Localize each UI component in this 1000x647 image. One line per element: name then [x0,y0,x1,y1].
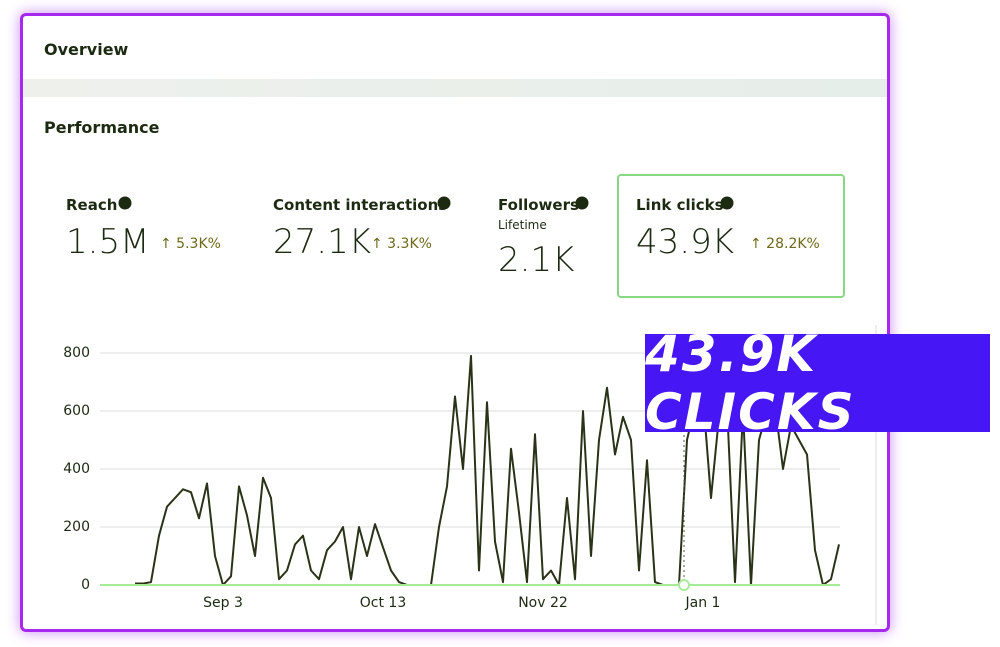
metric-card[interactable]: Reach 1.5M ↑ 5.3K% [53,176,253,296]
x-tick-label: Sep 3 [203,595,243,611]
metric-value: 43.9K [636,222,734,262]
metric-label: Content interactions [273,196,448,214]
x-tick-label: Nov 22 [518,595,568,611]
y-tick-label: 800 [63,345,90,361]
x-tick-label: Jan 1 [685,595,721,611]
y-tick-label: 400 [63,461,90,477]
metric-label: Link clicks [636,196,724,214]
divider [23,79,887,97]
metric-card[interactable]: Followers Lifetime 2.1K [485,176,605,296]
metric-label: Followers [498,196,579,214]
insights-panel: Overview Performance Reach 1.5M ↑ 5.3K% … [20,13,890,632]
y-tick-label: 200 [63,519,90,535]
metric-change: ↑ 3.3K% [371,236,432,252]
annotation-banner: 43.9K CLICKS [645,325,990,441]
metric-label: Reach [66,196,118,214]
info-icons [118,196,734,210]
metric-card-selected[interactable]: Link clicks 43.9K ↑ 28.2K% [617,174,845,298]
section-title: Performance [44,118,160,137]
hover-point [678,579,690,591]
metric-value: 1.5M [66,222,150,262]
metric-change: ↑ 5.3K% [160,236,221,252]
y-tick-label: 600 [63,403,90,419]
metric-card[interactable]: Content interactions 27.1K ↑ 3.3K% [260,176,480,296]
metric-change: ↑ 28.2K% [750,236,820,252]
overview-title: Overview [44,40,129,59]
x-tick-label: Oct 13 [360,595,406,611]
metric-value: 27.1K [273,222,371,262]
metric-sublabel: Lifetime [498,218,547,232]
metric-value: 2.1K [498,240,575,280]
y-tick-label: 0 [81,577,90,593]
